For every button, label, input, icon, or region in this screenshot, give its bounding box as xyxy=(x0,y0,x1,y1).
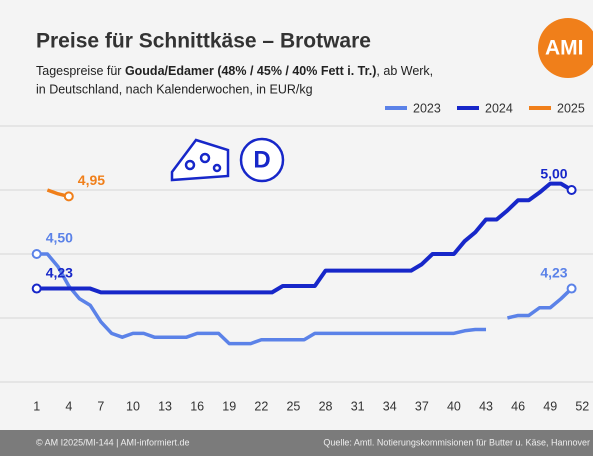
x-tick-label: 34 xyxy=(383,399,397,413)
x-tick-label: 28 xyxy=(319,399,333,413)
data-label: 5,00 xyxy=(540,166,567,182)
x-tick-label: 25 xyxy=(286,399,300,413)
legend-label: 2024 xyxy=(485,101,513,115)
data-label: 4,50 xyxy=(46,230,73,246)
x-tick-label: 37 xyxy=(415,399,429,413)
country-letter: D xyxy=(253,146,270,173)
footer-left: © AM I2025/MI-144 | AMI-informiert.de xyxy=(36,437,190,447)
x-tick-label: 16 xyxy=(190,399,204,413)
data-label: 4,23 xyxy=(46,264,73,280)
country-circle xyxy=(239,137,285,183)
point-marker xyxy=(566,283,577,294)
x-tick-label: 19 xyxy=(222,399,236,413)
x-tick-label: 52 xyxy=(575,399,589,413)
subtitle-part: Gouda/Edamer (48% / 45% / 40% Fett i. Tr… xyxy=(125,64,376,78)
x-tick-label: 40 xyxy=(447,399,461,413)
series-line xyxy=(36,181,573,295)
legend-label: 2023 xyxy=(413,101,441,115)
cheese-hole xyxy=(184,159,196,171)
x-tick-label: 10 xyxy=(126,399,140,413)
legend-label: 2025 xyxy=(557,101,585,115)
x-tick-label: 7 xyxy=(97,399,104,413)
point-marker xyxy=(31,249,42,259)
point-marker xyxy=(63,191,74,202)
data-label: 4,95 xyxy=(78,172,105,188)
x-tick-label: 4 xyxy=(65,399,72,413)
x-tick-label: 1 xyxy=(33,399,40,413)
cheese-hole xyxy=(212,163,222,173)
x-tick-label: 43 xyxy=(479,399,493,413)
logo-text: AMI xyxy=(545,37,584,60)
cheese-hole xyxy=(199,152,211,164)
cheese-icon: D xyxy=(170,137,285,183)
point-marker xyxy=(566,185,577,195)
footer-right: Quelle: Amtl. Notierungskommisionen für … xyxy=(323,437,590,447)
series-line xyxy=(507,287,573,320)
series-line xyxy=(36,252,487,346)
point-marker xyxy=(31,283,42,294)
chart-title: Preise für Schnittkäse – Brotware xyxy=(36,30,371,53)
x-tick-label: 31 xyxy=(351,399,365,413)
subtitle-part: , ab Werk, xyxy=(376,64,433,78)
subtitle: Tagespreise für Gouda/Edamer (48% / 45% … xyxy=(36,64,433,78)
x-tick-label: 49 xyxy=(543,399,557,413)
logo-circle xyxy=(538,18,593,78)
x-tick-label: 22 xyxy=(254,399,268,413)
subtitle: in Deutschland, nach Kalenderwochen, in … xyxy=(36,82,313,96)
x-tick-label: 13 xyxy=(158,399,172,413)
subtitle-part: Tagespreise für xyxy=(36,64,125,78)
footer-bar xyxy=(0,430,593,456)
x-tick-label: 46 xyxy=(511,399,525,413)
data-label: 4,23 xyxy=(540,264,567,280)
